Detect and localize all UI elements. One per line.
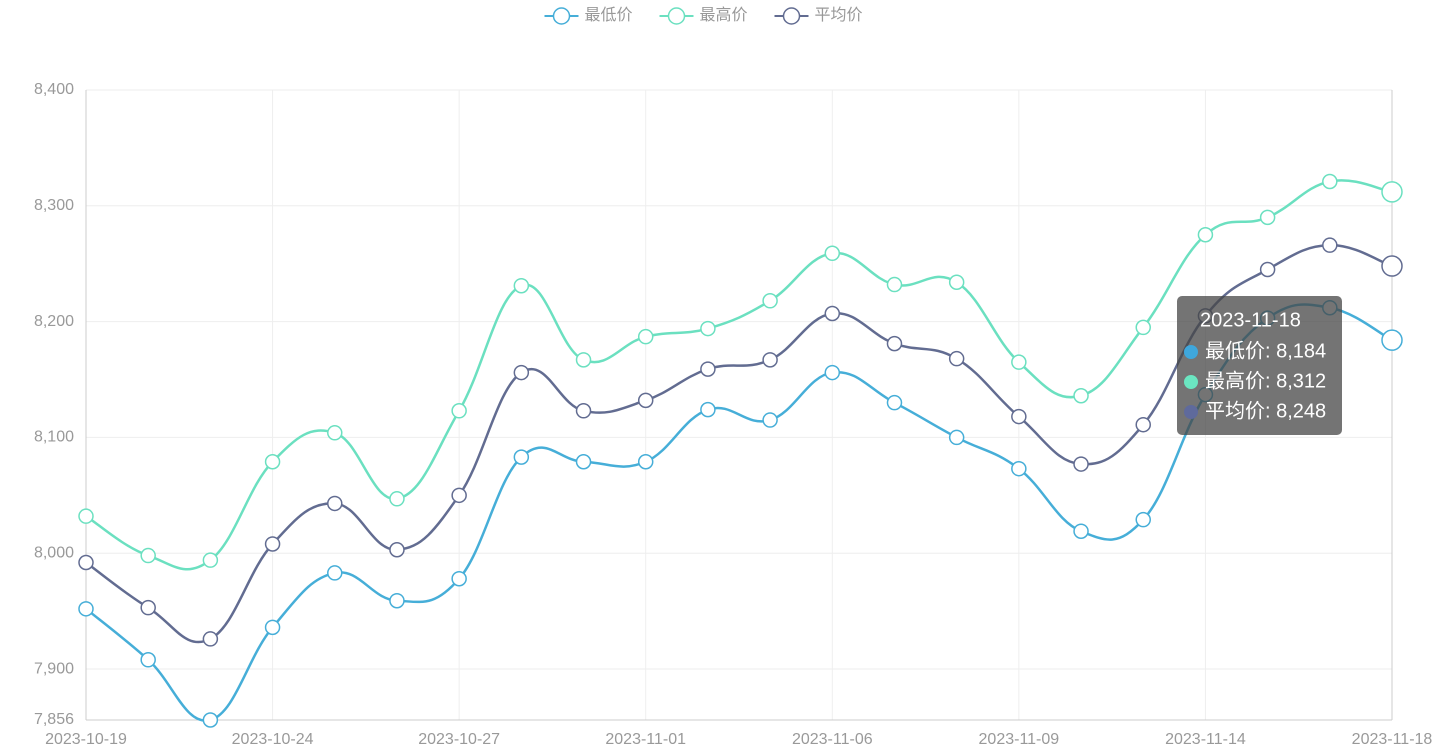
data-point	[1322, 237, 1338, 253]
y-tick-label: 7,856	[34, 711, 74, 728]
data-point	[1381, 329, 1403, 351]
data-point	[389, 491, 405, 507]
data-point	[78, 554, 94, 571]
y-tick-label: 8,400	[34, 81, 74, 98]
data-point	[1322, 173, 1338, 190]
data-point	[202, 712, 219, 728]
data-point	[762, 412, 778, 428]
data-point	[451, 570, 467, 587]
data-point	[948, 274, 965, 290]
data-point	[637, 328, 654, 345]
legend-label: 最高价	[700, 6, 748, 24]
tooltip-item: 最低价: 8,184	[1205, 339, 1326, 362]
x-tick-label: 2023-11-14	[1165, 731, 1246, 747]
data-point	[575, 403, 592, 419]
tooltip-item: 平均价: 8,248	[1205, 399, 1326, 422]
data-point	[1381, 255, 1403, 277]
data-point	[637, 453, 654, 470]
data-point	[389, 542, 405, 558]
data-point	[886, 276, 903, 293]
data-point	[948, 350, 965, 367]
tooltip: 2023-11-18 最低价: 8,184 最高价: 8,312 平均价: 8,248	[1177, 296, 1342, 435]
y-tick-label: 8,000	[34, 544, 74, 561]
data-point	[451, 403, 467, 419]
data-point	[264, 619, 281, 636]
data-point	[762, 352, 778, 368]
data-point	[202, 631, 219, 647]
tooltip-marker	[1184, 345, 1198, 359]
data-point	[1011, 460, 1027, 477]
legend-icon	[552, 7, 571, 25]
data-point	[513, 277, 530, 294]
data-point	[1011, 408, 1027, 425]
data-point	[78, 508, 94, 524]
data-point	[1073, 523, 1089, 539]
data-point	[637, 392, 654, 409]
legend-label: 平均价	[815, 6, 863, 24]
data-point	[1259, 209, 1276, 226]
data-point	[1135, 511, 1151, 528]
series-line	[85, 243, 1393, 644]
data-point	[886, 394, 903, 411]
data-point	[1259, 261, 1276, 278]
x-tick-label: 2023-10-19	[45, 731, 127, 747]
data-point	[513, 364, 530, 381]
x-tick-label: 2023-11-06	[792, 731, 873, 747]
data-point	[948, 429, 965, 446]
tooltip-title: 2023-11-18	[1200, 309, 1301, 331]
data-point	[575, 352, 592, 368]
tooltip-box	[1177, 296, 1342, 435]
tooltip-marker	[1184, 405, 1198, 419]
data-point	[78, 601, 94, 617]
x-tick-label: 2023-10-27	[418, 731, 500, 747]
data-point	[389, 592, 405, 609]
data-point	[140, 652, 156, 668]
x-tick-label: 2023-11-18	[1352, 731, 1433, 747]
data-point	[264, 453, 281, 470]
data-point	[513, 449, 530, 465]
data-point	[1381, 181, 1403, 203]
data-point	[700, 361, 716, 377]
data-point	[327, 425, 343, 441]
data-point	[700, 320, 716, 337]
data-point	[1073, 387, 1089, 404]
data-point	[575, 453, 592, 470]
y-tick-label: 8,300	[34, 197, 74, 214]
data-point	[1011, 354, 1027, 370]
data-point	[1135, 416, 1151, 433]
legend-label: 最低价	[585, 6, 633, 24]
data-point	[264, 536, 281, 552]
data-point	[327, 495, 343, 512]
data-point	[1135, 319, 1151, 336]
x-tick-label: 2023-11-09	[979, 731, 1060, 747]
data-point	[824, 364, 841, 381]
x-tick-label: 2023-11-01	[605, 731, 686, 747]
series-line	[85, 303, 1393, 722]
data-point	[824, 245, 841, 262]
data-point	[451, 487, 467, 504]
data-point	[1073, 456, 1089, 472]
data-point	[824, 305, 841, 322]
y-tick-label: 8,100	[34, 429, 74, 446]
data-point	[700, 401, 716, 418]
tooltip-marker	[1184, 375, 1198, 389]
data-point	[202, 552, 219, 568]
tooltip-item: 最高价: 8,312	[1205, 369, 1326, 392]
data-point	[886, 335, 903, 352]
data-point	[327, 565, 343, 581]
data-point	[1197, 227, 1214, 243]
legend-icon	[667, 7, 686, 25]
data-point	[140, 599, 156, 616]
y-tick-label: 7,900	[34, 660, 74, 677]
data-point	[762, 293, 778, 309]
y-tick-label: 8,200	[34, 313, 74, 330]
data-point	[140, 547, 156, 564]
x-tick-label: 2023-10-24	[232, 731, 314, 747]
legend-icon	[782, 7, 801, 25]
series-line	[85, 179, 1393, 571]
